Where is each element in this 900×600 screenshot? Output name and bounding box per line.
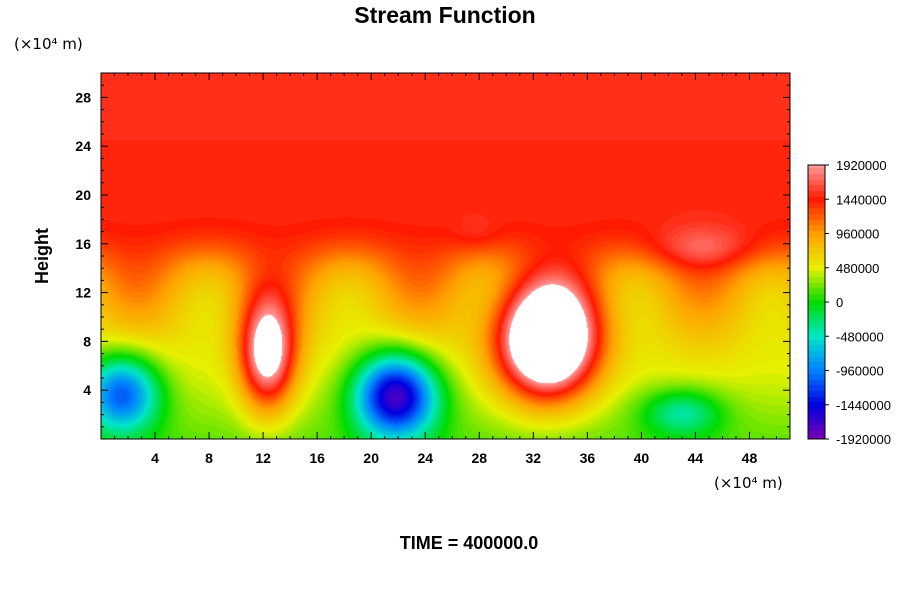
y-tick-label: 12 (75, 285, 91, 301)
heatmap-field (101, 73, 790, 439)
plot-area (100, 72, 791, 440)
colorbar-gradient (808, 165, 825, 439)
colorbar-tick-label: 960000 (836, 227, 879, 242)
x-tick-label: 8 (205, 450, 213, 466)
x-tick-label: 24 (417, 450, 433, 466)
y-tick-label: 24 (75, 138, 91, 154)
x-tick-label: 40 (634, 450, 650, 466)
colorbar-tick-label: -960000 (836, 364, 884, 379)
x-tick-label: 48 (742, 450, 758, 466)
x-tick-label: 28 (471, 450, 487, 466)
colorbar-tick-label: -1920000 (836, 432, 891, 447)
y-tick-label: 28 (75, 89, 91, 105)
colorbar: 1920000 1440000 960000 480000 0 -480000 -96000… (807, 158, 891, 447)
y-axis-unit: (×10⁴ m) (14, 35, 83, 53)
x-tick-label: 4 (151, 450, 159, 466)
x-axis-unit: (×10⁴ m) (714, 474, 783, 492)
colorbar-tick-label: -1440000 (836, 398, 891, 413)
x-tick-label: 20 (363, 450, 379, 466)
x-tick-label: 16 (309, 450, 325, 466)
chart-title: Stream Function (354, 2, 535, 28)
colorbar-tick-label: -480000 (836, 329, 884, 344)
time-caption: TIME = 400000.0 (400, 533, 539, 553)
x-axis: 4 8 12 16 20 24 28 32 36 40 44 48 (114, 73, 777, 466)
y-tick-label: 16 (75, 236, 91, 252)
y-tick-label: 8 (83, 333, 91, 349)
x-tick-label: 12 (255, 450, 271, 466)
y-axis: 4 8 12 16 20 24 28 (75, 84, 790, 428)
colorbar-ticks: 1920000 1440000 960000 480000 0 -480000 -96000… (825, 158, 891, 447)
x-tick-label: 44 (688, 450, 704, 466)
x-tick-label: 36 (580, 450, 596, 466)
y-tick-label: 20 (75, 187, 91, 203)
colorbar-tick-label: 480000 (836, 261, 879, 276)
x-tick-label: 32 (526, 450, 542, 466)
colorbar-tick-label: 1920000 (836, 158, 887, 173)
y-tick-label: 4 (83, 382, 91, 398)
colorbar-tick-label: 1440000 (836, 192, 887, 207)
colorbar-tick-label: 0 (836, 295, 843, 310)
y-axis-label: Height (32, 228, 52, 284)
